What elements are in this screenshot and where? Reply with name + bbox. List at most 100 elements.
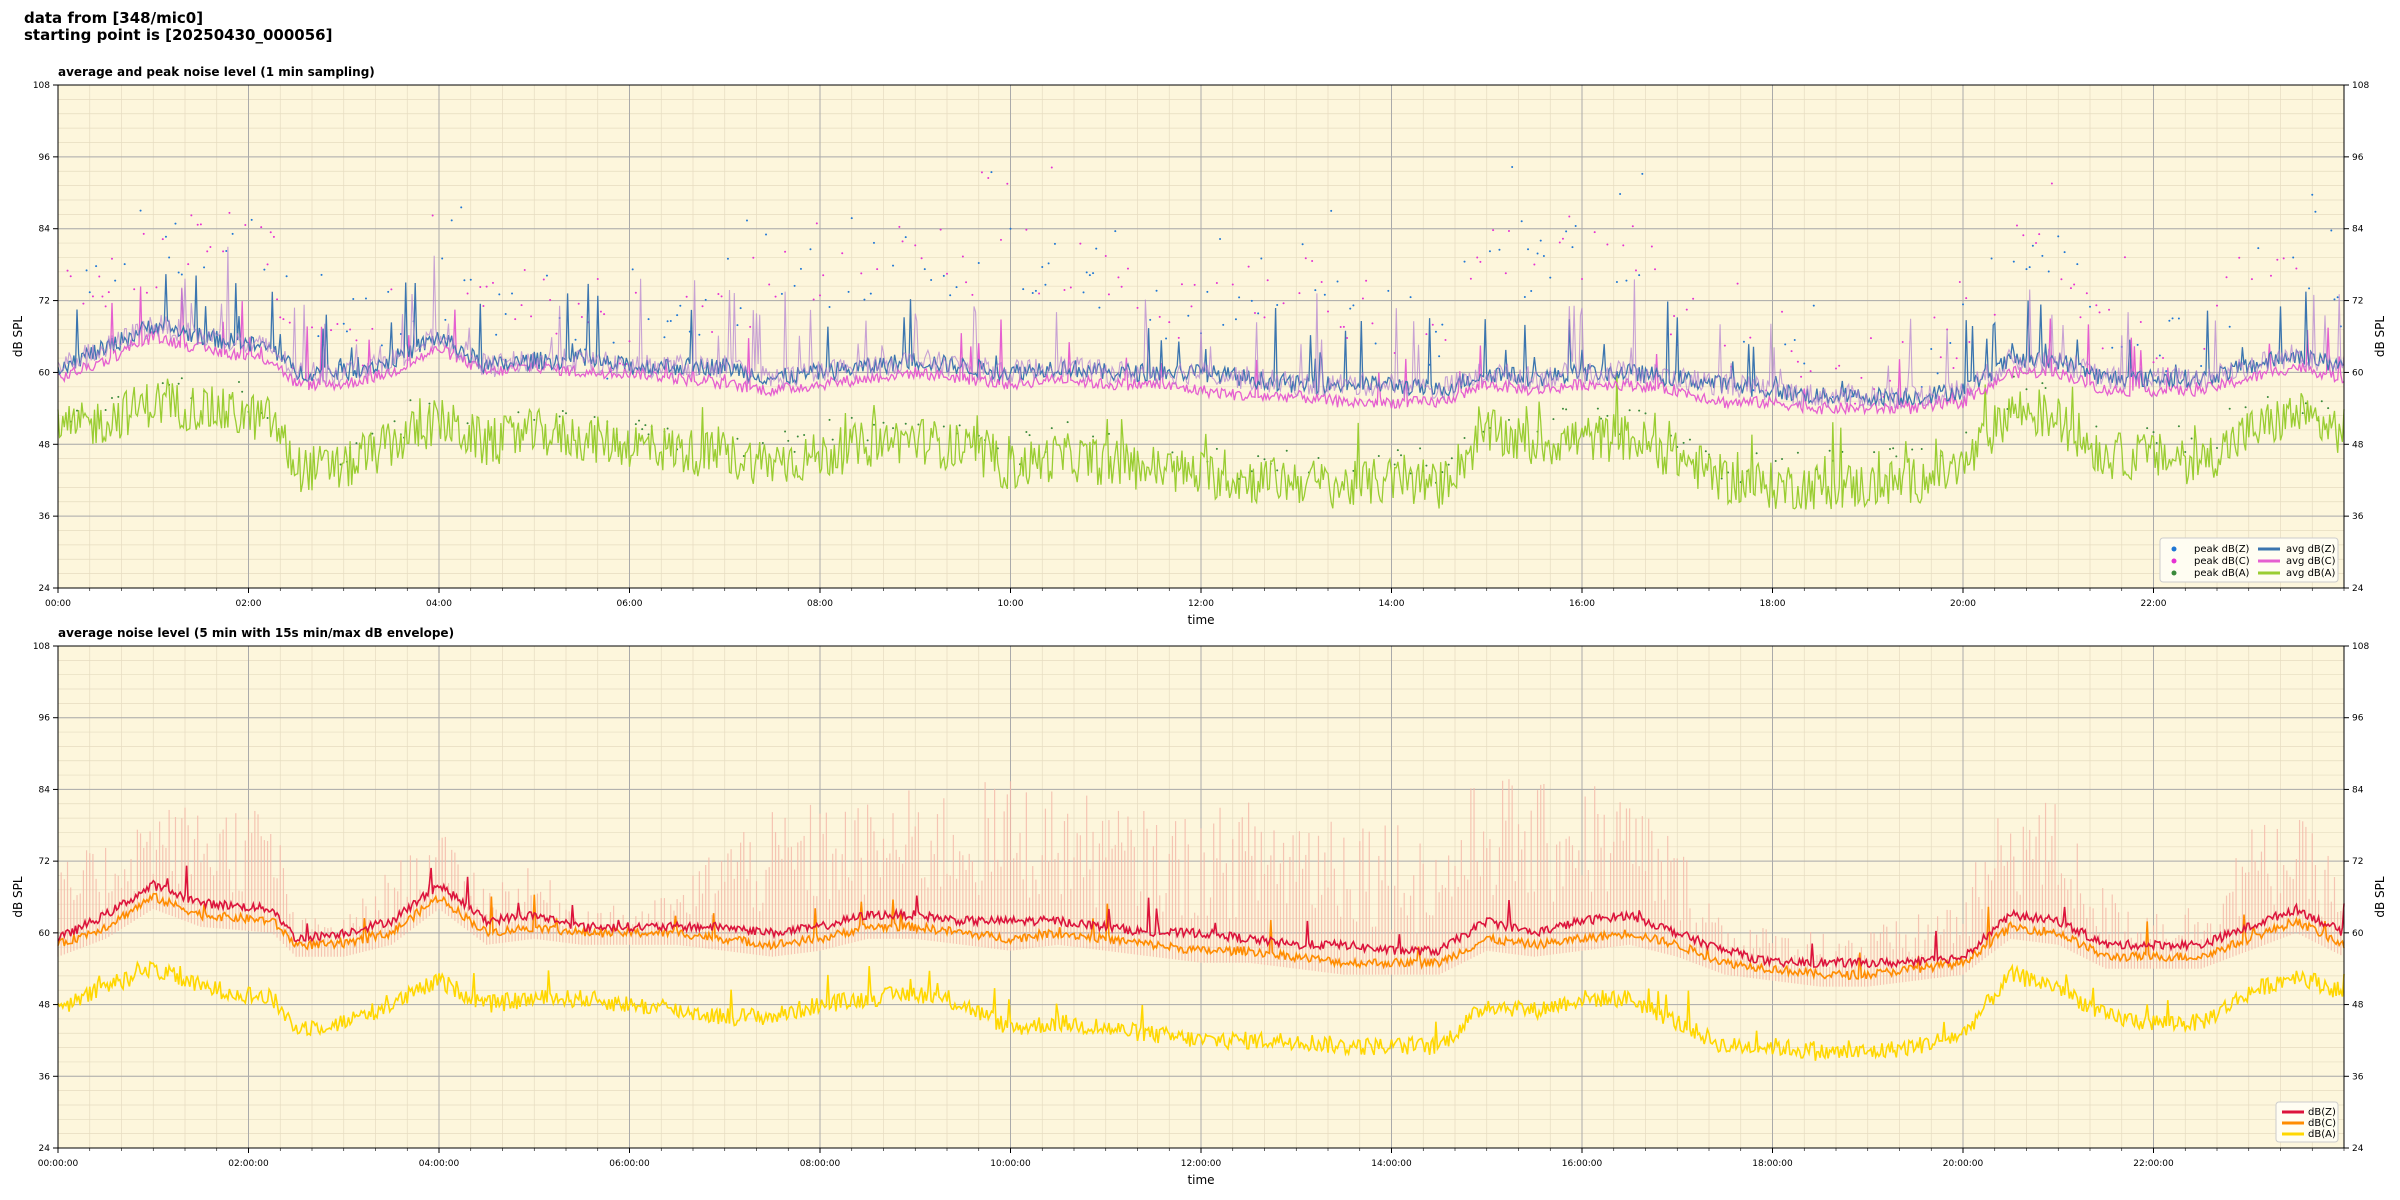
y-tick-label-right: 96 <box>2352 153 2364 163</box>
peak-point <box>2177 317 2180 320</box>
peak-point <box>904 236 907 239</box>
peak-point <box>364 297 367 300</box>
peak-a-point <box>1250 470 1253 473</box>
peak-point <box>1736 282 1739 285</box>
peak-point <box>1177 336 1180 339</box>
peak-point <box>923 268 926 271</box>
peak-a-point <box>1396 449 1399 452</box>
peak-a-point <box>2041 382 2044 385</box>
peak-point <box>495 333 498 336</box>
peak-point <box>1114 230 1117 233</box>
peak-a-point <box>1911 448 1914 451</box>
peak-point <box>161 238 164 241</box>
peak-a-point <box>1463 437 1466 440</box>
peak-point <box>631 268 634 271</box>
peak-point <box>676 314 679 317</box>
peak-point <box>1253 311 1256 314</box>
peak-point <box>793 284 796 287</box>
peak-point <box>1365 279 1368 282</box>
peak-a-point <box>2327 407 2330 410</box>
peak-a-point <box>2320 400 2323 403</box>
peak-a-point <box>1257 455 1260 458</box>
peak-point <box>1784 343 1787 346</box>
peak-a-point <box>784 430 787 433</box>
peak-point <box>1606 243 1609 246</box>
peak-point <box>1930 348 1933 351</box>
peak-scatter <box>66 166 2342 484</box>
peak-point <box>1581 278 1583 281</box>
peak-a-point <box>666 427 669 430</box>
peak-point <box>1796 360 1799 363</box>
peak-point <box>669 320 672 323</box>
y-tick-label: 36 <box>39 512 51 522</box>
peak-point <box>1298 292 1301 295</box>
peak-point <box>466 292 469 295</box>
legend-label: peak dB(A) <box>2194 568 2250 579</box>
peak-point <box>2069 287 2072 290</box>
peak-point <box>2015 224 2018 227</box>
peak-point <box>901 240 904 243</box>
peak-point <box>231 232 234 235</box>
peak-point <box>1803 362 1806 365</box>
peak-point <box>774 295 777 298</box>
peak-point <box>1349 307 1352 310</box>
peak-point <box>1838 364 1841 367</box>
y-tick-label-right: 108 <box>2352 81 2369 91</box>
peak-point <box>1498 248 1501 251</box>
peak-point <box>930 278 933 281</box>
peak-point <box>88 291 91 294</box>
peak-point <box>606 377 609 380</box>
y-tick-label-right: 36 <box>2352 512 2364 522</box>
peak-a-point <box>634 423 637 426</box>
peak-a-point <box>1628 409 1631 412</box>
peak-point <box>1034 289 1037 292</box>
peak-point <box>892 264 895 267</box>
peak-point <box>1346 336 1349 339</box>
peak-a-point <box>1828 449 1831 452</box>
peak-point <box>133 288 136 291</box>
peak-point <box>1571 246 1574 249</box>
peak-point <box>1082 291 1085 294</box>
peak-point <box>450 219 453 222</box>
y-tick-label: 24 <box>39 584 51 594</box>
peak-point <box>1247 265 1250 268</box>
peak-point <box>1155 289 1158 292</box>
peak-a-point <box>1276 469 1279 472</box>
peak-point <box>272 235 275 238</box>
y-tick-label-right: 96 <box>2352 714 2364 724</box>
peak-a-point <box>1377 455 1380 458</box>
peak-point <box>2041 254 2044 257</box>
peak-point <box>545 274 548 277</box>
peak-a-point <box>110 397 113 400</box>
peak-a-point <box>828 418 831 421</box>
peak-point <box>955 286 958 289</box>
peak-point <box>1790 350 1793 353</box>
peak-point <box>1107 293 1110 296</box>
peak-point <box>666 320 669 323</box>
peak-a-point <box>466 422 469 425</box>
peak-point <box>263 268 266 271</box>
peak-point <box>2171 317 2174 320</box>
peak-point <box>828 306 831 309</box>
page-header: data from [348/mic0] starting point is [… <box>24 10 332 44</box>
peak-point <box>142 232 145 235</box>
peak-point <box>1641 172 1644 175</box>
peak-a-point <box>638 419 641 422</box>
peak-point <box>965 281 968 284</box>
peak-point <box>190 214 193 217</box>
peak-point <box>2079 316 2082 319</box>
peak-a-point <box>942 425 945 428</box>
peak-point <box>2076 263 2079 266</box>
peak-point <box>599 310 602 313</box>
peak-point <box>1069 286 1072 289</box>
peak-point <box>2095 304 2098 307</box>
y-tick-label: 48 <box>39 440 51 450</box>
peak-point <box>2139 321 2142 324</box>
peak-point <box>355 339 358 342</box>
peak-point <box>1615 281 1618 283</box>
peak-a-point <box>1393 463 1396 466</box>
peak-point <box>1520 220 1523 223</box>
peak-point <box>1511 166 1514 169</box>
peak-point <box>822 274 825 277</box>
peak-point <box>1047 262 1050 265</box>
